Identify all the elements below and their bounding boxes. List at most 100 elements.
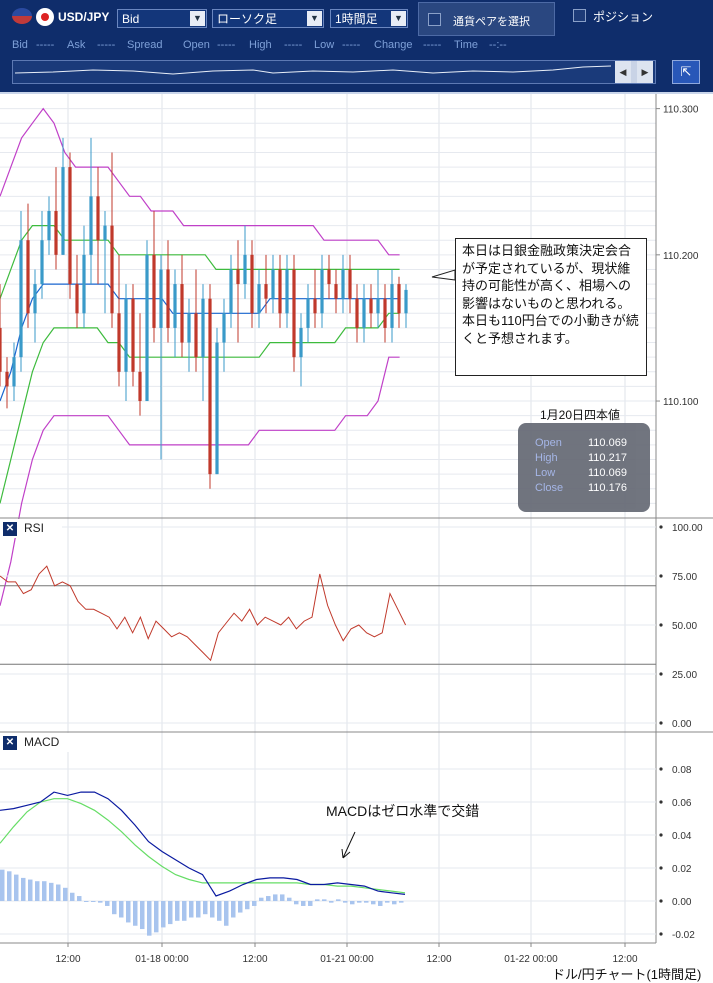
navigator-scrollbar[interactable]: ◀ ▶: [12, 60, 656, 84]
macd-histogram-bar: [259, 897, 264, 901]
y-tick-label: 0.06: [672, 798, 692, 809]
price-type-select[interactable]: Bid ▼: [117, 9, 207, 28]
chart-caption: ドル/円チャート(1時間足): [552, 967, 702, 982]
chevron-down-icon[interactable]: ▼: [307, 11, 322, 26]
y-tick-label: -0.02: [672, 930, 695, 941]
candle-body: [82, 254, 86, 314]
position-checkbox[interactable]: [573, 9, 586, 22]
macd-histogram-bar: [91, 901, 96, 902]
candle-body: [54, 210, 58, 255]
scroll-right-icon[interactable]: ▶: [637, 61, 653, 83]
candle-body: [215, 342, 219, 475]
macd-annotation: MACDはゼロ水準で交錯: [326, 803, 480, 819]
candle-body: [12, 357, 16, 387]
close-icon[interactable]: ✕: [3, 736, 17, 750]
scroll-left-icon[interactable]: ◀: [615, 61, 631, 83]
macd-histogram-bar: [329, 901, 334, 903]
macd-histogram-bar: [35, 881, 40, 901]
high-value: -----: [284, 39, 303, 51]
candle-body: [271, 269, 275, 299]
candle-body: [138, 371, 142, 402]
candle-body: [19, 240, 23, 358]
candle-body: [369, 298, 373, 314]
line-bb-lower1: [0, 312, 400, 504]
candle-body: [362, 298, 366, 328]
candle-body: [110, 225, 114, 314]
candle-body: [243, 254, 247, 285]
candle-body: [26, 240, 30, 314]
y-tick: [659, 899, 663, 903]
candle-body: [201, 298, 205, 358]
select-pair-checkbox[interactable]: [428, 13, 441, 26]
pair-label[interactable]: USD/JPY: [58, 10, 110, 24]
expand-icon[interactable]: ⇱: [672, 60, 700, 84]
y-tick: [659, 800, 663, 804]
time-value: --:--: [489, 39, 507, 51]
candle-body: [376, 298, 380, 314]
candle-body: [117, 313, 121, 372]
macd-histogram-bar: [231, 901, 236, 918]
macd-histogram-bar: [322, 899, 327, 901]
candle-body: [250, 254, 254, 314]
candle-body: [299, 327, 303, 358]
chevron-down-icon[interactable]: ▼: [190, 11, 205, 26]
timeframe-select[interactable]: 1時間足 ▼: [330, 9, 408, 28]
ohlc-label: Low: [535, 467, 556, 479]
select-pair-button[interactable]: 通貨ペアを選択: [418, 2, 555, 36]
macd-histogram-bar: [77, 896, 82, 901]
select-pair-label: 通貨ペアを選択: [453, 16, 530, 28]
candle-body: [173, 284, 177, 328]
line-bb-upper2: [0, 107, 400, 256]
candle-body: [89, 196, 93, 255]
rsi-line: [0, 565, 407, 662]
y-tick-label: 75.00: [672, 572, 697, 583]
y-tick-label: 0.04: [672, 831, 692, 842]
candle-body: [355, 298, 359, 328]
candle-body: [194, 313, 198, 358]
macd-histogram-bar: [357, 901, 362, 903]
candle-body: [229, 269, 233, 314]
macd-histogram-bar: [364, 901, 369, 903]
close-icon[interactable]: ✕: [3, 522, 17, 536]
candle-body: [96, 196, 100, 241]
chevron-down-icon[interactable]: ▼: [391, 11, 406, 26]
macd-histogram-bar: [63, 887, 68, 901]
macd-histogram-bar: [119, 901, 124, 918]
ohlc-label: Open: [535, 437, 562, 449]
candle-body: [383, 298, 387, 328]
macd-histogram-bar: [315, 899, 320, 901]
rsi-title: RSI: [24, 521, 45, 535]
macd-histogram-bar: [238, 901, 243, 913]
ohlc-value: 110.217: [588, 452, 627, 464]
ohlc-value: 110.176: [588, 482, 627, 494]
toolbar-row: USD/JPY Bid ▼ ローソク足 ▼ 1時間足 ▼ 通貨ペアを選択 ポジシ…: [0, 0, 713, 36]
chart-type-select[interactable]: ローソク足 ▼: [212, 9, 324, 28]
ohlc-title: 1月20日四本値: [540, 408, 621, 422]
navigator-handle[interactable]: ◀ ▶: [615, 61, 653, 83]
ohlc-value: 110.069: [588, 437, 627, 449]
macd-histogram-bar: [154, 901, 159, 933]
macd-signal-line: [0, 798, 406, 894]
line-sma: [0, 283, 400, 402]
y-tick-label: 0.00: [672, 719, 692, 730]
macd-histogram-bar: [196, 901, 201, 918]
position-label[interactable]: ポジション: [593, 10, 654, 24]
macd-histogram-bar: [217, 901, 222, 921]
macd-histogram-bar: [378, 901, 383, 906]
macd-histogram-bar: [182, 901, 187, 921]
open-label: Open: [183, 39, 210, 51]
commentary-callout: 本日は日銀金融政策決定会合が予定されているが、現状維持の可能性が高く、相場への影…: [455, 238, 647, 376]
macd-histogram-bar: [224, 901, 229, 926]
macd-histogram-bar: [84, 901, 89, 902]
bid-value: -----: [36, 39, 55, 51]
x-tick-label: 12:00: [55, 954, 80, 965]
macd-histogram-bar: [161, 901, 166, 928]
candle-body: [0, 327, 2, 372]
price-type-value: Bid: [122, 12, 140, 26]
rsi-panel-title: ✕ RSI: [0, 519, 62, 538]
us-flag-icon: [12, 8, 32, 24]
macd-histogram-bar: [0, 869, 5, 901]
y-tick-label: 0.02: [672, 864, 692, 875]
candle-body: [145, 254, 149, 402]
macd-histogram-bar: [175, 901, 180, 921]
